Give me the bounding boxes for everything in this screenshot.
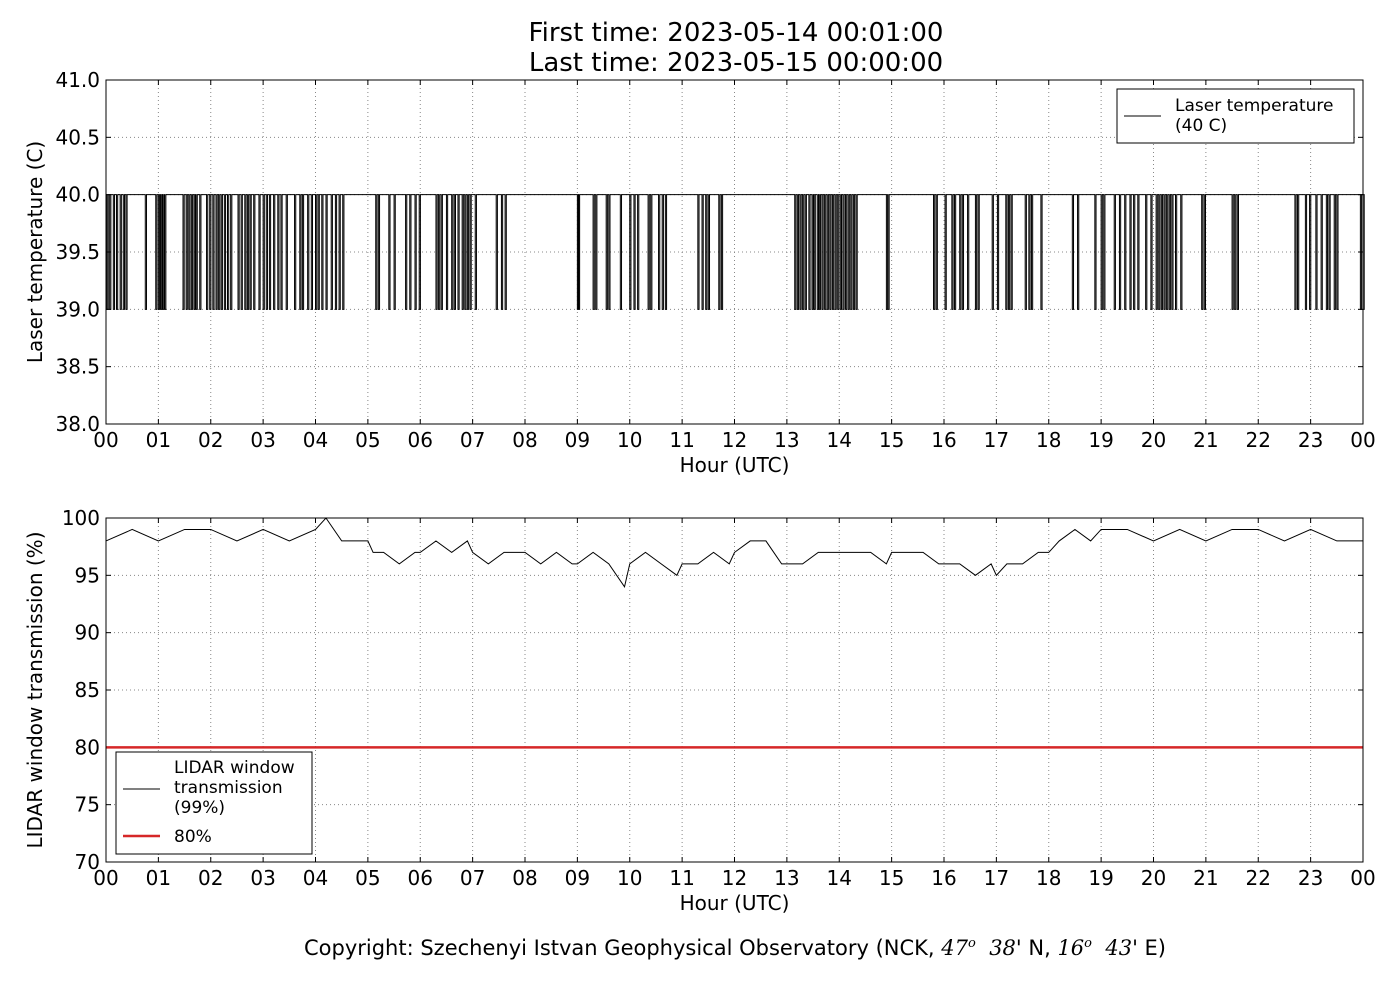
x-tick-label: 10: [617, 428, 642, 452]
y-tick-label: 75: [75, 793, 100, 817]
x-tick-label: 21: [1193, 428, 1218, 452]
chart-title-line-2: Last time: 2023-05-15 00:00:00: [528, 48, 944, 78]
x-tick-label: 02: [198, 428, 223, 452]
x-tick-label: 00: [93, 866, 118, 890]
y-tick-label: 85: [75, 678, 100, 702]
legend-label-laser: Laser temperature: [1175, 96, 1333, 116]
x-tick-label: 15: [879, 428, 904, 452]
x-tick-label: 03: [250, 428, 275, 452]
legend-label-lidar: (99%): [174, 798, 225, 818]
footer-lon-deg: 16: [1057, 936, 1085, 960]
footer-degree-mark-2: o: [1084, 936, 1092, 951]
footer-degree-mark: o: [968, 936, 976, 951]
x-tick-label: 14: [827, 866, 852, 890]
y-tick-label: 90: [75, 621, 100, 645]
y-axis-label: Laser temperature (C): [23, 141, 47, 363]
series-laser-temperature-line: [106, 194, 1365, 310]
x-tick-label: 20: [1141, 428, 1166, 452]
footer-prefix: Copyright: Szechenyi Istvan Geophysical …: [303, 936, 942, 960]
x-tick-label: 15: [879, 866, 904, 890]
y-tick-label: 39.5: [55, 240, 100, 264]
x-tick-label: 05: [355, 866, 380, 890]
x-tick-label: 07: [460, 428, 485, 452]
x-axis-label: Hour (UTC): [680, 891, 790, 915]
series-lidar-transmission-line: [105, 517, 1363, 589]
y-tick-label: 40.5: [55, 125, 100, 149]
x-tick-label: 16: [931, 866, 956, 890]
chart-panel-1: 00 01 02 03 04 05 06 07 08 09 10 11 12 13 14 15 16 17 18 19…: [23, 68, 1376, 477]
x-tick-label: 00: [1350, 428, 1375, 452]
footer-lat-deg: 47: [941, 936, 968, 960]
footer-lon-suffix: ' E): [1132, 936, 1167, 960]
x-tick-label: 06: [408, 866, 433, 890]
x-tick-label: 22: [1246, 428, 1271, 452]
y-tick-label: 70: [75, 850, 100, 874]
footer-lat-min: 38: [989, 936, 1016, 960]
legend: Laser temperature(40 C): [1116, 88, 1355, 144]
x-tick-label: 01: [146, 866, 171, 890]
x-tick-label: 03: [250, 866, 275, 890]
x-tick-label: 00: [1350, 866, 1375, 890]
plot-frame: [105, 79, 1364, 425]
x-tick-label: 11: [669, 428, 694, 452]
y-tick-label: 100: [62, 506, 100, 530]
y-tick-label: 38.0: [55, 412, 100, 436]
x-tick-label: 16: [931, 428, 956, 452]
x-tick-label: 00: [93, 428, 118, 452]
footer-lon-min: 43: [1105, 936, 1133, 960]
legend-label-threshold: 80%: [174, 827, 212, 847]
y-tick-label: 40.0: [55, 183, 100, 207]
x-tick-label: 10: [617, 866, 642, 890]
x-tick-label: 04: [303, 866, 328, 890]
plot-frame: [105, 517, 1364, 863]
x-tick-label: 12: [722, 866, 747, 890]
y-tick-label: 95: [75, 563, 100, 587]
x-tick-label: 14: [827, 428, 852, 452]
x-tick-label: 01: [146, 428, 171, 452]
x-tick-label: 13: [774, 866, 799, 890]
chart-panel-2: 00 01 02 03 04 05 06 07 08 09 10 11 12 13 14 15 16 17 18 19…: [23, 506, 1376, 915]
legend-label-laser: (40 C): [1175, 116, 1227, 136]
x-tick-label: 06: [408, 428, 433, 452]
y-axis-label: LIDAR window transmission (%): [23, 532, 47, 849]
x-tick-label: 07: [460, 866, 485, 890]
x-tick-label: 08: [512, 866, 537, 890]
x-tick-label: 19: [1088, 866, 1113, 890]
x-tick-label: 04: [303, 428, 328, 452]
x-tick-label: 18: [1036, 428, 1061, 452]
x-tick-label: 02: [198, 866, 223, 890]
x-tick-label: 21: [1193, 866, 1218, 890]
x-tick-label: 23: [1298, 866, 1323, 890]
legend-label-lidar: LIDAR window: [174, 758, 295, 778]
footer-lat-suffix: ' N,: [1015, 936, 1058, 960]
x-tick-label: 12: [722, 428, 747, 452]
x-tick-label: 20: [1141, 866, 1166, 890]
x-tick-label: 23: [1298, 428, 1323, 452]
legend-label-lidar: transmission: [174, 778, 283, 798]
x-tick-label: 19: [1088, 428, 1113, 452]
y-tick-label: 41.0: [55, 68, 100, 92]
x-tick-label: 18: [1036, 866, 1061, 890]
x-tick-label: 17: [984, 428, 1009, 452]
x-tick-label: 17: [984, 866, 1009, 890]
y-tick-label: 39.0: [55, 297, 100, 321]
x-tick-label: 09: [565, 428, 590, 452]
x-tick-label: 05: [355, 428, 380, 452]
x-axis-label: Hour (UTC): [680, 453, 790, 477]
y-tick-label: 38.5: [55, 355, 100, 379]
chart-title-line-1: First time: 2023-05-14 00:01:00: [528, 18, 944, 48]
y-tick-label: 80: [75, 735, 100, 759]
copyright-footer: Copyright: Szechenyi Istvan Geophysical …: [0, 936, 1400, 960]
x-tick-label: 09: [565, 866, 590, 890]
x-tick-label: 22: [1246, 866, 1271, 890]
x-tick-label: 13: [774, 428, 799, 452]
x-tick-label: 11: [669, 866, 694, 890]
x-tick-label: 08: [512, 428, 537, 452]
